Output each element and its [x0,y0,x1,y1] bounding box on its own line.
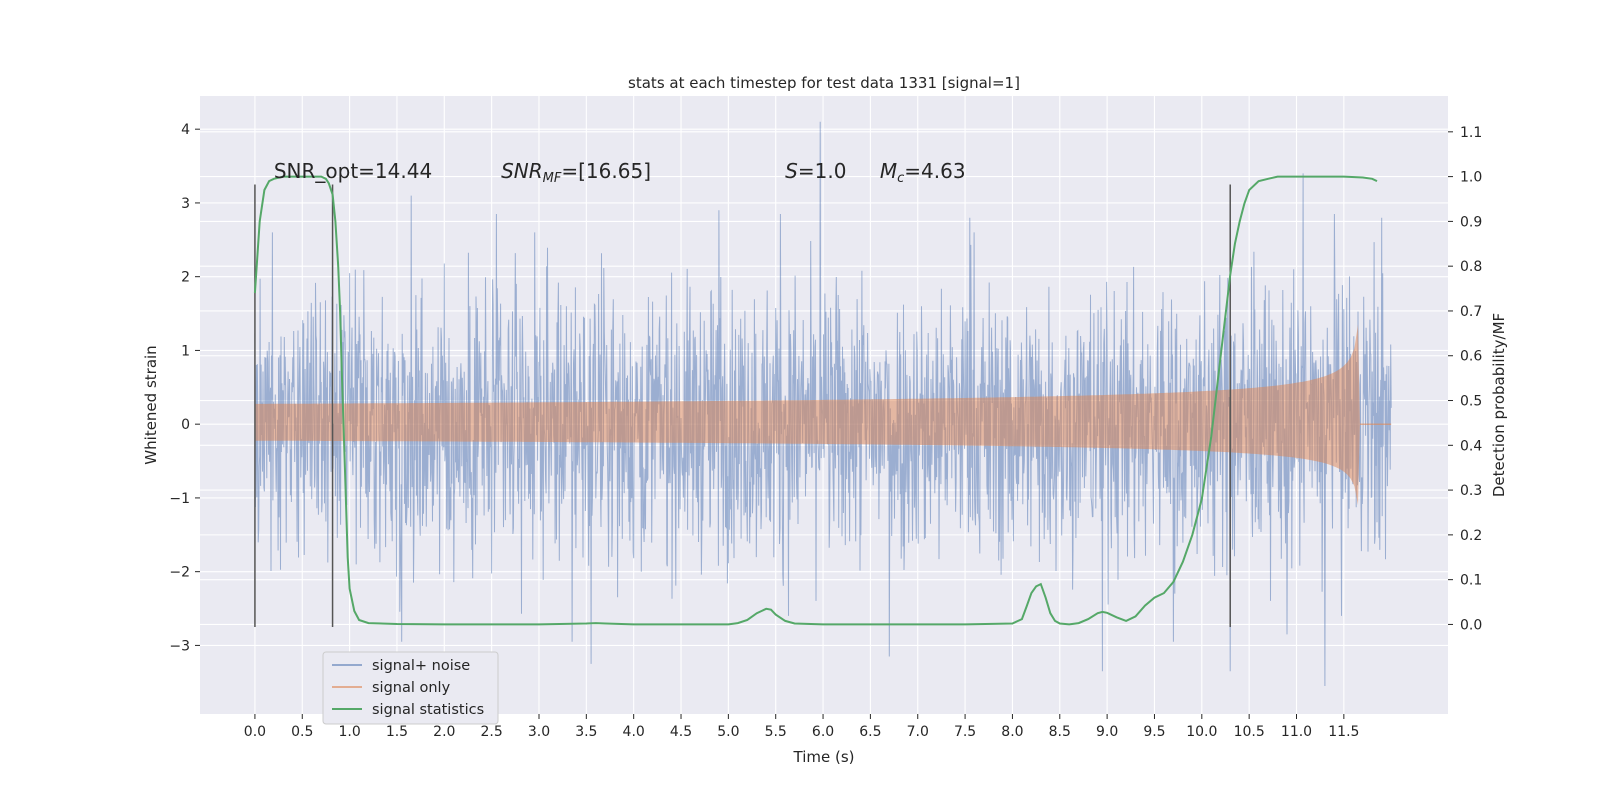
axes: 0.0 0.5 1.0 1.5 2.0 2.5 3.0 3.5 4.0 4.5 5.0 5.5 6.0 6… [169,122,1482,740]
x-tick-label: 3.5 [575,724,597,740]
y-axis-right-label: Detection probability/MF [1490,313,1508,497]
annotations: SNR_opt=14.44 SNRMF=[16.65] S=1.0 Mc=4.63 [274,159,966,186]
chart-title: stats at each timestep for test data 133… [628,74,1020,92]
y-right-tick-label: 0.7 [1460,304,1482,320]
y-tick-label: −1 [169,491,190,507]
legend-box [322,651,499,725]
x-tick-label: 5.5 [765,724,787,740]
x-tick-label: 0.5 [291,724,313,740]
signal-only-series [254,324,1392,506]
x-tick-label: 6.5 [859,724,881,740]
y-axis-label: Whitened strain [142,345,160,464]
legend-label-signal-noise: signal+ noise [372,658,470,674]
annotation: SNRMF=[16.65] [501,159,651,186]
y-right-tick-label: 0.8 [1460,259,1482,275]
y-right-tick-label: 0.9 [1460,214,1482,230]
y-right-tick-label: 0.4 [1460,438,1482,454]
y-tick-label: 2 [181,270,190,286]
x-tick-label: 5.0 [717,724,739,740]
y-right-tick-label: 0.1 [1460,573,1482,589]
x-tick-label: 9.0 [1096,724,1118,740]
annotation: Mc=4.63 [880,159,966,186]
y-right-tick-label: 1.0 [1460,170,1482,186]
x-tick-label: 10.0 [1186,724,1217,740]
x-axis-label: Time (s) [793,748,855,766]
x-tick-label: 8.0 [1001,724,1023,740]
x-tick-label: 4.5 [670,724,692,740]
signal-statistics-series [253,175,1378,626]
y-tick-label: 3 [181,196,190,212]
legend: signal+ noise signal only signal statist… [322,651,499,725]
x-tick-label: 7.5 [954,724,976,740]
legend-label-signal-statistics: signal statistics [372,702,484,718]
x-tick-label: 0.0 [244,724,266,740]
x-tick-label: 4.0 [623,724,645,740]
x-tick-label: 9.5 [1143,724,1165,740]
signal-statistics-line [253,175,1378,626]
y-tick-label: 0 [181,417,190,433]
signal-noise-line [254,121,1392,687]
annotation: S=1.0 [785,159,846,183]
x-tick-label: 1.5 [386,724,408,740]
x-tick-label: 11.0 [1281,724,1312,740]
y-tick-label: 4 [181,122,190,138]
signal-only-area [254,324,1360,506]
legend-label-signal-only: signal only [372,680,451,696]
x-tick-label: 10.5 [1234,724,1265,740]
y-right-tick-label: 0.5 [1460,394,1482,410]
x-tick-label: 2.0 [433,724,455,740]
y-right-tick-label: 1.1 [1460,125,1482,141]
signal-noise-series [254,121,1392,687]
y-right-tick-label: 0.3 [1460,483,1482,499]
x-tick-label: 8.5 [1049,724,1071,740]
y-right-tick-label: 0.6 [1460,349,1482,365]
x-tick-label: 3.0 [528,724,550,740]
vertical-lines [254,184,1231,627]
x-tick-label: 1.0 [338,724,360,740]
y-tick-label: −2 [169,565,190,581]
y-tick-label: 1 [181,343,190,359]
annotation: SNR_opt=14.44 [274,159,432,183]
y-right-tick-label: 0.2 [1460,528,1482,544]
y-tick-label: −3 [169,638,190,654]
x-tick-label: 6.0 [812,724,834,740]
x-tick-label: 11.5 [1328,724,1359,740]
x-tick-label: 7.0 [907,724,929,740]
x-tick-label: 2.5 [481,724,503,740]
y-right-tick-label: 0.0 [1460,617,1482,633]
